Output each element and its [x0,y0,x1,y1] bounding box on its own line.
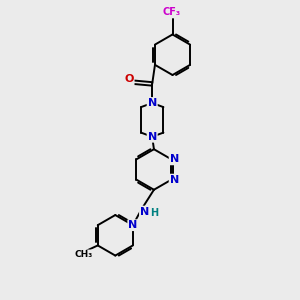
Text: N: N [148,98,157,108]
Text: N: N [169,154,179,164]
Text: CF₃: CF₃ [162,7,181,17]
Text: N: N [128,220,137,230]
Text: N: N [140,207,149,217]
Text: H: H [150,208,158,218]
Text: N: N [148,132,157,142]
Text: N: N [169,175,179,184]
Text: CH₃: CH₃ [75,250,93,259]
Text: O: O [124,74,134,84]
